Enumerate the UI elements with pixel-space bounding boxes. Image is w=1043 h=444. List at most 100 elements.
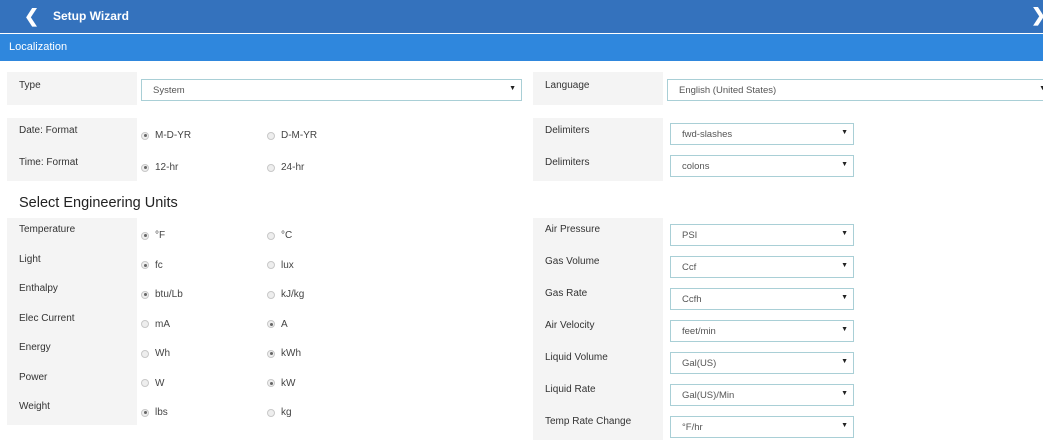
unit-label: Gas Volume: [545, 256, 600, 267]
radio-checked-icon[interactable]: [141, 261, 149, 269]
section-title: Localization: [0, 34, 1043, 61]
unit-select-value: Ccfh: [682, 294, 702, 305]
date-delimiters-value: fwd-slashes: [682, 129, 733, 140]
units-label-panel: [7, 218, 137, 425]
datetime-label-panel: [7, 118, 137, 181]
radio-unchecked-icon[interactable]: [267, 290, 275, 299]
radio-checked-icon[interactable]: [267, 349, 275, 358]
radio-label: fc: [155, 259, 163, 271]
time-delimiters-select[interactable]: colons ▼: [670, 155, 854, 177]
radio-unchecked-icon[interactable]: [267, 231, 275, 240]
type-value: System: [153, 85, 185, 96]
chevron-right-icon[interactable]: ❯: [1031, 5, 1043, 26]
unit-option-radio[interactable]: A: [267, 319, 288, 330]
unit-label: Air Pressure: [545, 224, 601, 235]
unit-label: Energy: [19, 342, 51, 353]
unit-label: Elec Current: [19, 312, 75, 324]
unit-label: Gas Rate: [545, 288, 588, 299]
time-delimiters-value: colons: [682, 161, 710, 172]
language-label-panel: [533, 72, 663, 105]
unit-select-value: PSI: [682, 230, 698, 241]
type-label: Type: [19, 80, 41, 91]
radio-checked-icon[interactable]: [267, 320, 275, 328]
page-title: Setup Wizard: [53, 9, 129, 23]
unit-option-radio[interactable]: kW: [267, 378, 295, 389]
unit-option-radio[interactable]: Wh: [141, 348, 170, 359]
radio-label: A: [281, 318, 288, 330]
date-delimiters-select[interactable]: fwd-slashes ▼: [670, 123, 854, 145]
unit-select-value: feet/min: [682, 326, 716, 337]
unit-select[interactable]: Ccfh ▼: [670, 288, 854, 310]
unit-option-radio[interactable]: kJ/kg: [267, 289, 304, 300]
radio-unchecked-icon[interactable]: [141, 349, 149, 358]
unit-label: Temp Rate Change: [545, 416, 632, 427]
radio-label: kWh: [281, 348, 301, 359]
delimiters-label-panel: [533, 118, 663, 181]
radio-label: 12-hr: [155, 162, 179, 173]
radio-label: M-D-YR: [155, 130, 192, 141]
radio-label: btu/Lb: [155, 289, 183, 300]
type-select[interactable]: System ▼: [141, 79, 522, 101]
dropdown-arrow-icon: ▼: [841, 161, 848, 168]
radio-label: D-M-YR: [281, 130, 318, 141]
unit-label: Light: [19, 253, 41, 265]
unit-option-radio[interactable]: btu/Lb: [141, 289, 183, 300]
unit-select[interactable]: PSI ▼: [670, 224, 854, 246]
dropdown-arrow-icon: ▼: [841, 230, 848, 237]
radio-unchecked-icon[interactable]: [267, 163, 275, 172]
radio-checked-icon[interactable]: [141, 131, 149, 140]
time-option-radio[interactable]: 12-hr: [141, 162, 178, 173]
radio-checked-icon[interactable]: [141, 231, 149, 240]
radio-label: Wh: [155, 348, 170, 359]
language-value: English (United States): [679, 85, 777, 96]
radio-label: 24-hr: [281, 162, 305, 173]
language-select[interactable]: English (United States) ▼: [667, 79, 1043, 101]
unit-option-radio[interactable]: W: [141, 378, 164, 389]
unit-option-radio[interactable]: kg: [267, 407, 292, 418]
unit-option-radio[interactable]: °F: [141, 230, 165, 241]
unit-label: Air Velocity: [545, 320, 595, 331]
language-label: Language: [545, 80, 590, 91]
dropdown-arrow-icon: ▼: [1039, 85, 1043, 92]
unit-label: Weight: [19, 401, 50, 412]
units-heading: Select Engineering Units: [19, 195, 178, 211]
unit-option-radio[interactable]: lbs: [141, 407, 168, 418]
unit-select[interactable]: feet/min ▼: [670, 320, 854, 342]
unit-select-value: °F/hr: [682, 422, 703, 433]
radio-label: kg: [281, 407, 292, 418]
date-delimiters-label: Delimiters: [545, 125, 590, 136]
dropdown-arrow-icon: ▼: [841, 326, 848, 333]
radio-unchecked-icon[interactable]: [267, 408, 275, 417]
radio-label: lbs: [155, 407, 168, 418]
unit-select[interactable]: Gal(US)/Min ▼: [670, 384, 854, 406]
time-option-radio[interactable]: 24-hr: [267, 162, 304, 173]
radio-unchecked-icon[interactable]: [141, 320, 149, 328]
unit-label: Power: [19, 371, 48, 383]
radio-unchecked-icon[interactable]: [267, 261, 275, 269]
unit-option-radio[interactable]: lux: [267, 260, 294, 271]
dropdown-arrow-icon: ▼: [841, 358, 848, 365]
unit-label: Liquid Volume: [545, 352, 608, 363]
radio-checked-icon[interactable]: [267, 379, 275, 387]
unit-select[interactable]: °F/hr ▼: [670, 416, 854, 438]
time-delimiters-label: Delimiters: [545, 157, 590, 168]
radio-checked-icon[interactable]: [141, 163, 149, 172]
unit-select[interactable]: Gal(US) ▼: [670, 352, 854, 374]
date-option-radio[interactable]: M-D-YR: [141, 130, 191, 141]
unit-option-radio[interactable]: kWh: [267, 348, 301, 359]
radio-checked-icon[interactable]: [141, 408, 149, 417]
date-option-radio[interactable]: D-M-YR: [267, 130, 317, 141]
unit-select-value: Ccf: [682, 262, 697, 273]
unit-select[interactable]: Ccf ▼: [670, 256, 854, 278]
radio-label: kJ/kg: [281, 289, 305, 300]
radio-checked-icon[interactable]: [141, 290, 149, 299]
unit-option-radio[interactable]: °C: [267, 230, 292, 241]
radio-label: W: [155, 377, 165, 389]
unit-label: Enthalpy: [19, 283, 58, 294]
radio-unchecked-icon[interactable]: [141, 379, 149, 387]
unit-option-radio[interactable]: fc: [141, 260, 163, 271]
radio-unchecked-icon[interactable]: [267, 131, 275, 140]
unit-label: Temperature: [19, 224, 76, 235]
chevron-left-icon[interactable]: ❮: [24, 6, 40, 26]
unit-option-radio[interactable]: mA: [141, 319, 170, 330]
